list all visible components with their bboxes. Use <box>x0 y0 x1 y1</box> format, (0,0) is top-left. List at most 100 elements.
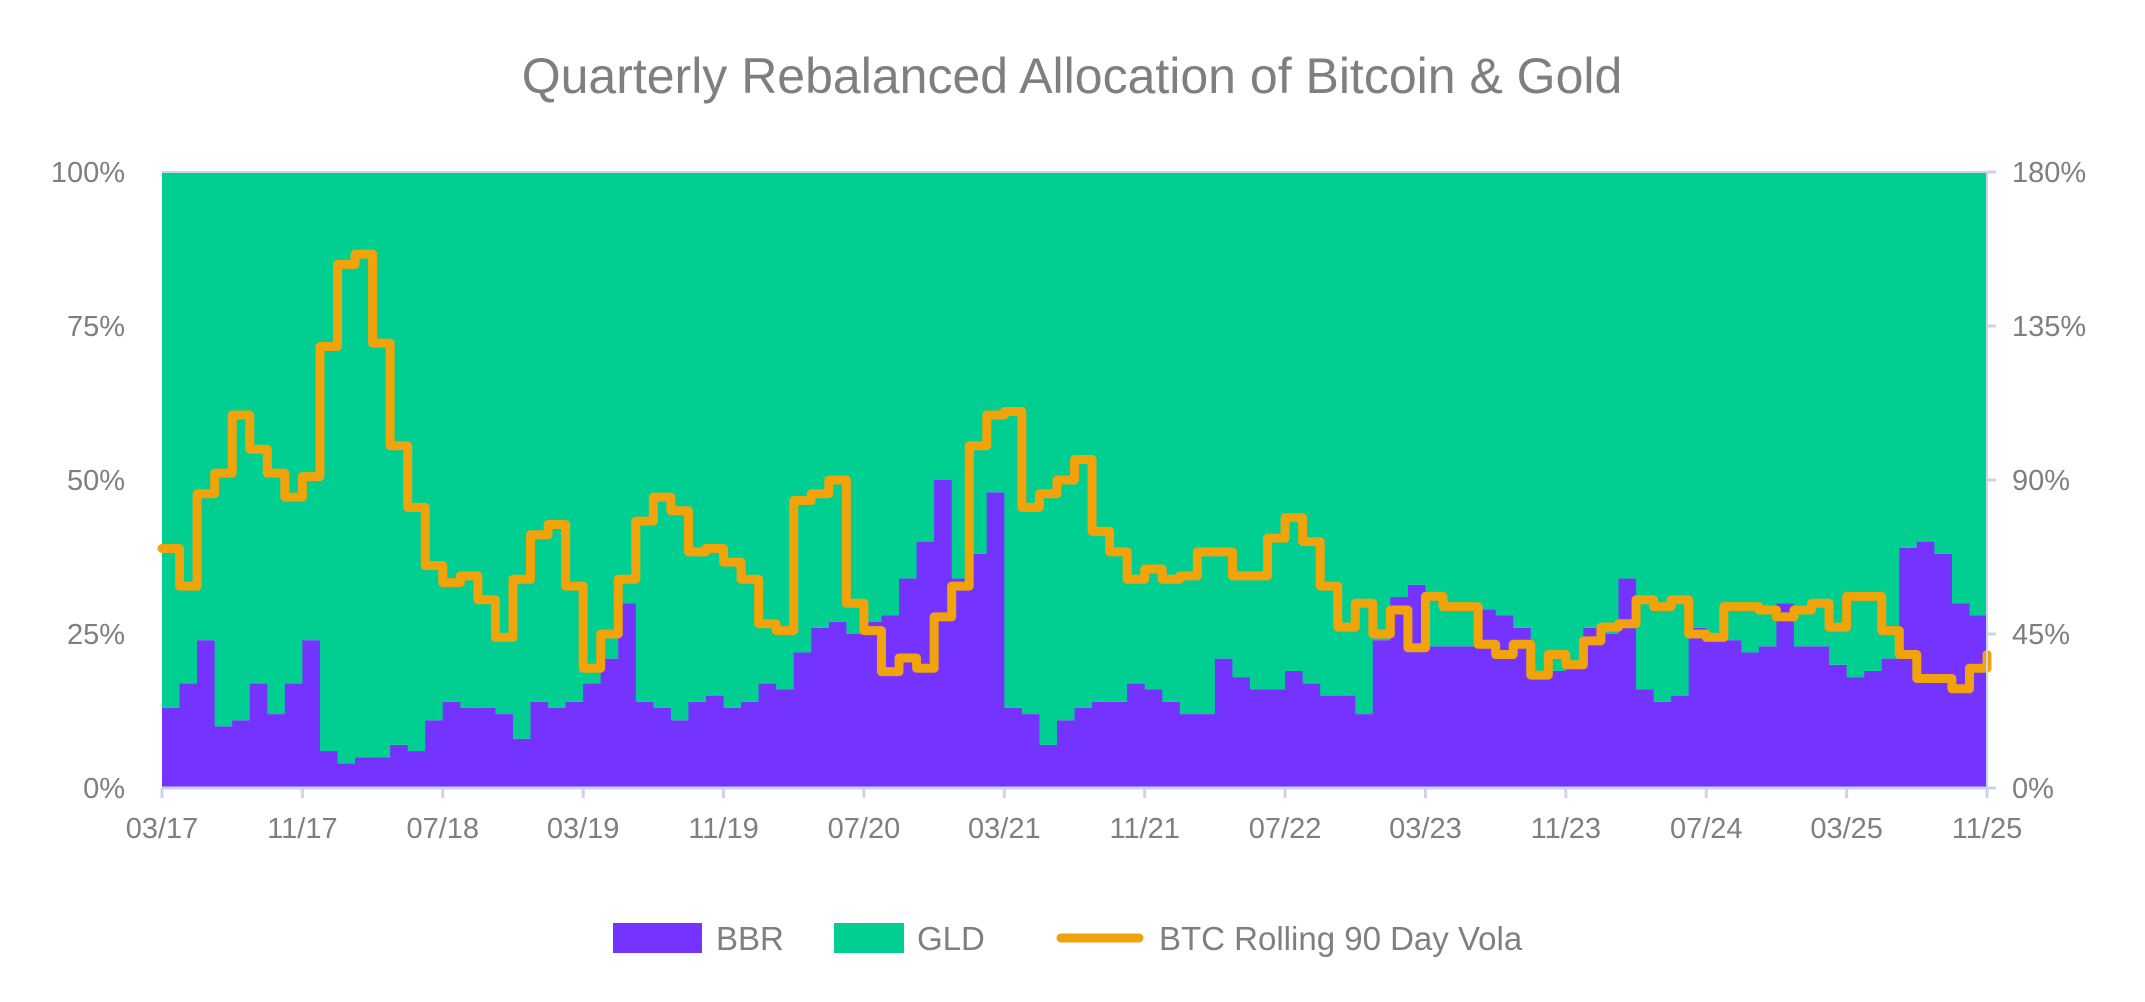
bbr-area-step <box>1618 578 1637 788</box>
gld-area-step <box>1706 172 1725 634</box>
left-y-tick-label: 100% <box>51 157 125 189</box>
bbr-area-step <box>1443 646 1462 788</box>
gld-area-step <box>302 172 321 641</box>
bbr-area-step <box>1092 701 1111 788</box>
bbr-area-step <box>197 640 216 788</box>
gld-area-step <box>600 172 619 659</box>
bbr-area-step <box>1565 664 1584 788</box>
gld-area-step <box>372 172 391 758</box>
bbr-area-step <box>179 683 198 788</box>
bbr-area-step <box>1460 646 1479 788</box>
bbr-area-step <box>512 738 532 788</box>
legend-item-bbr: BBR <box>613 920 784 957</box>
gld-area-step <box>512 172 532 739</box>
x-tick-label: 07/18 <box>406 813 479 845</box>
x-tick-label: 11/19 <box>688 813 758 845</box>
gld-area-step <box>1039 172 1058 745</box>
gld-area-step <box>214 172 233 727</box>
legend-item-vola: BTC Rolling 90 Day Vola <box>1056 920 1523 957</box>
bbr-area-step <box>1004 707 1023 788</box>
gld-area-step <box>1934 172 1953 554</box>
gld-area-step <box>741 172 760 702</box>
bbr-area-step <box>1074 707 1093 788</box>
bbr-area-step <box>828 621 847 788</box>
gld-area-step <box>1249 172 1269 690</box>
bbr-area-step <box>1127 683 1146 788</box>
bbr-area-step <box>723 707 742 788</box>
legend-swatch-bbr <box>613 923 702 953</box>
legend: BBR GLD BTC Rolling 90 Day Vola <box>613 920 1523 957</box>
bbr-area-step <box>477 707 497 788</box>
gld-area-step <box>1232 172 1251 678</box>
gld-area-step <box>1600 172 1620 634</box>
bbr-area-step <box>1267 689 1286 788</box>
gld-area-step <box>1829 172 1848 665</box>
bbr-area-step <box>284 683 303 788</box>
gld-area-step <box>1758 172 1778 647</box>
bbr-area-step <box>1864 670 1883 788</box>
gld-area-step <box>162 172 181 708</box>
gld-area-step <box>1478 172 1497 610</box>
gld-area-step <box>390 172 409 745</box>
gld-area-step <box>477 172 497 708</box>
gld-area-step <box>1565 172 1584 665</box>
bbr-area-step <box>1688 627 1707 788</box>
gld-area-step <box>618 172 637 604</box>
gld-area-step <box>1671 172 1690 696</box>
gld-area-step <box>1723 172 1742 641</box>
plot-area <box>157 172 1992 788</box>
bbr-area-step <box>372 757 391 788</box>
x-tick-label: 11/23 <box>1531 813 1601 845</box>
vola-series-line <box>157 249 1992 694</box>
bbr-area-step <box>951 578 970 788</box>
bbr-area-step <box>1723 640 1742 788</box>
bbr-area-step <box>899 578 918 788</box>
gld-area-step <box>793 172 812 653</box>
bbr-area-step <box>1671 695 1690 788</box>
gld-area-step <box>1127 172 1146 684</box>
gld-area-step <box>1267 172 1286 690</box>
bbr-area-step <box>776 689 795 788</box>
gld-area-step <box>899 172 918 579</box>
gld-area-step <box>1109 172 1128 702</box>
bbr-area-step <box>249 683 268 788</box>
gld-area-step <box>1864 172 1883 671</box>
gld-area-step <box>811 172 830 628</box>
gld-area-step <box>1460 172 1479 647</box>
gld-area-step <box>1793 172 1813 647</box>
gld-area-step <box>407 172 426 752</box>
gld-area-step <box>846 172 865 634</box>
bbr-area-step <box>1969 615 1988 788</box>
bbr-area-step <box>1144 689 1163 788</box>
bbr-area-step <box>705 695 725 788</box>
gld-area-step <box>670 172 690 721</box>
left-y-tick-label: 50% <box>67 465 125 497</box>
left-y-tick-label: 75% <box>67 311 125 343</box>
gld-area-step <box>1513 172 1532 628</box>
gld-area-step <box>1495 172 1514 616</box>
bbr-area-step <box>741 701 760 788</box>
bbr-area-step <box>1548 670 1567 788</box>
bbr-area-step <box>793 652 812 788</box>
gld-area-step <box>1811 172 1830 647</box>
right-y-tick-label: 90% <box>2012 465 2070 497</box>
bbr-area-step <box>548 707 567 788</box>
bbr-area-step <box>934 480 953 788</box>
bbr-area-step <box>1372 640 1391 788</box>
x-tick-label: 11/25 <box>1952 813 2022 845</box>
bbr-area-step <box>653 707 672 788</box>
gld-area-step <box>1548 172 1567 671</box>
bbr-area-step <box>1320 695 1339 788</box>
bbr-area-step <box>1934 553 1953 788</box>
x-tick-label: 07/22 <box>1249 813 1322 845</box>
axes: 03/17 11/17 07/18 03/19 11/19 07/20 03/21 11/21… <box>51 157 2086 845</box>
right-y-tick-label: 45% <box>2012 619 2070 651</box>
bbr-area-step <box>1583 627 1602 788</box>
gld-area-step <box>969 172 988 554</box>
legend-item-gld: GLD <box>834 920 985 957</box>
bbr-area-step <box>1951 603 1971 788</box>
gld-area-step <box>1916 172 1935 542</box>
bbr-area-step <box>1056 720 1076 788</box>
bbr-area-step <box>1179 714 1198 788</box>
